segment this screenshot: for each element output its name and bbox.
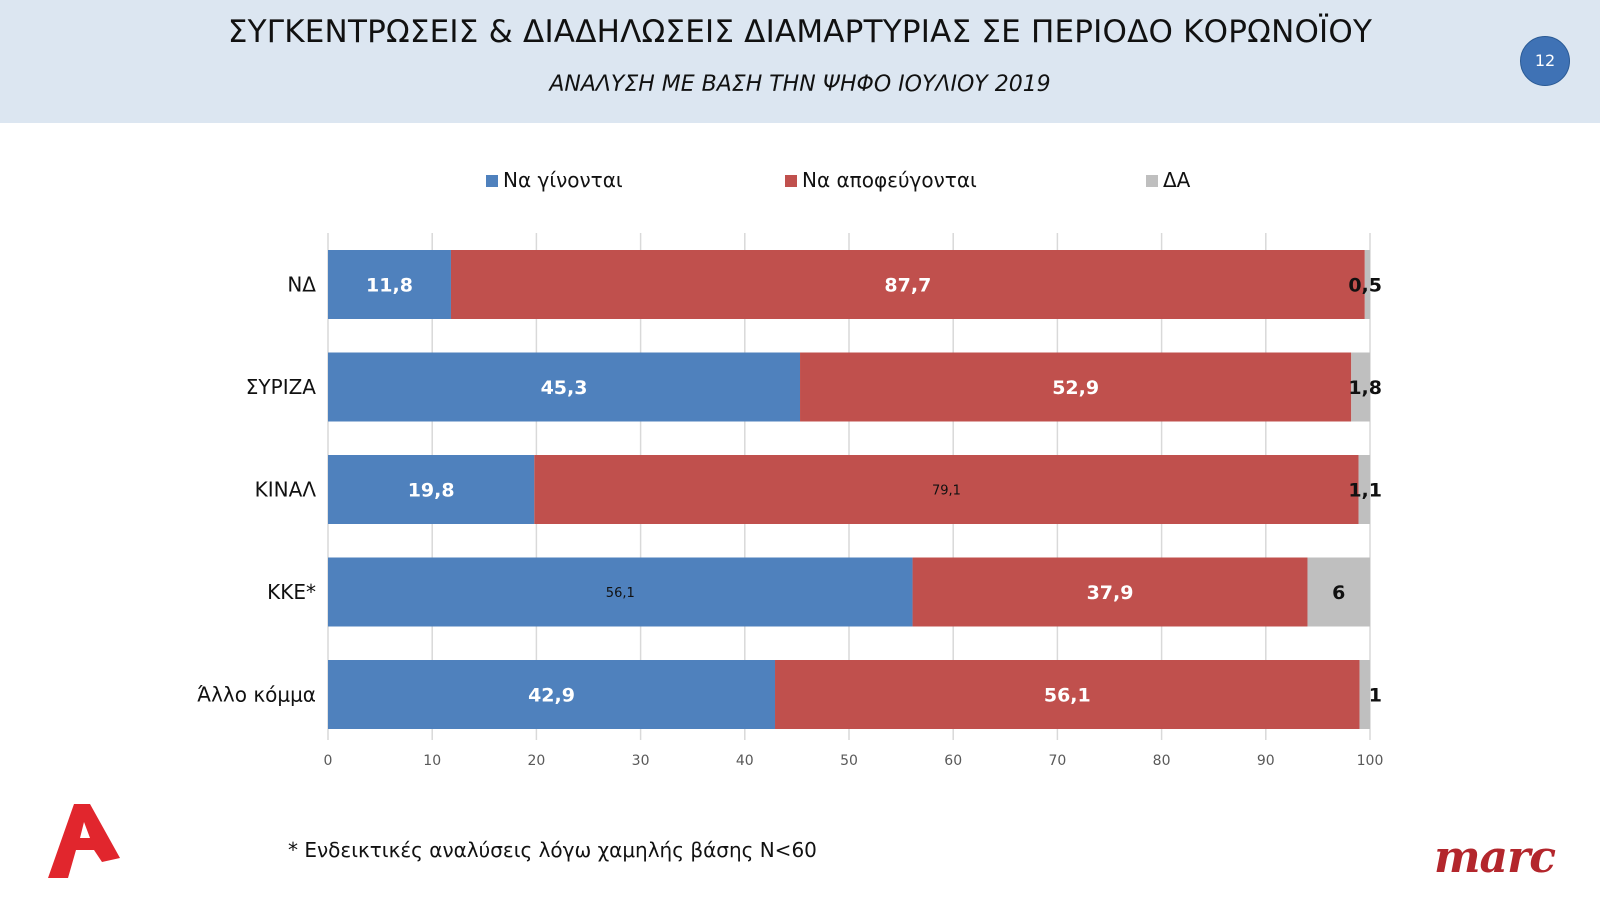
x-tick-label: 20 <box>527 753 545 769</box>
x-tick-label: 90 <box>1257 753 1275 769</box>
bar-segment <box>1364 250 1370 319</box>
stacked-bar-chart: 0 10 20 30 40 50 60 70 80 90 100 Να γίνονται Να αποφ… <box>197 168 1384 769</box>
x-tick-label: 30 <box>632 753 650 769</box>
bar-segment <box>534 455 1359 524</box>
bar-segment <box>1358 455 1370 524</box>
x-tick-label: 40 <box>736 753 754 769</box>
data-label: 1 <box>1369 685 1382 707</box>
legend-label: Να γίνονται <box>503 168 623 192</box>
data-label: 56,1 <box>1044 685 1091 707</box>
data-label: 19,8 <box>408 480 455 502</box>
data-label: 37,9 <box>1087 582 1134 604</box>
bar-segment <box>912 557 1308 627</box>
legend-swatch <box>785 175 797 187</box>
data-label: 52,9 <box>1052 377 1099 399</box>
data-label: 11,8 <box>366 275 413 297</box>
data-label: 1,8 <box>1348 377 1382 399</box>
page-title: ΣΥΓΚΕΝΤΡΩΣΕΙΣ & ΔΙΑΔΗΛΩΣΕΙΣ ΔΙΑΜΑΡΤΥΡΙΑΣ… <box>227 14 1373 50</box>
bar-segment <box>328 250 451 319</box>
bar-segment <box>328 660 776 729</box>
footnote: * Ενδεικτικές αναλύσεις λόγω χαμηλής βάσ… <box>288 838 817 862</box>
category-label: ΚΙΝΑΛ <box>255 478 317 502</box>
bar-segment <box>1359 660 1370 729</box>
bar-segment <box>1351 352 1370 422</box>
bar-segment <box>1307 557 1370 627</box>
alpha-logo <box>44 800 124 884</box>
data-label: 42,9 <box>528 685 575 707</box>
x-tick-label: 60 <box>944 753 962 769</box>
data-label: 1,1 <box>1348 480 1382 502</box>
data-label: 79,1 <box>932 484 961 499</box>
bar-segment <box>328 352 801 422</box>
page-number-badge: 12 <box>1520 36 1570 86</box>
category-label: ΚΚΕ* <box>267 580 316 604</box>
category-label: ΣΥΡΙΖΑ <box>246 375 317 399</box>
legend-swatch <box>1146 175 1158 187</box>
marc-logo: marc <box>1434 832 1556 883</box>
bar-segment <box>800 352 1352 422</box>
bar-segment <box>328 455 535 524</box>
data-label: 6 <box>1332 582 1345 604</box>
x-tick-label: 80 <box>1153 753 1171 769</box>
bar-segment <box>450 250 1365 319</box>
header-band <box>0 0 1600 123</box>
bar-segment <box>328 557 913 627</box>
x-tick-label: 0 <box>324 753 333 769</box>
category-label: Άλλο κόμμα <box>197 683 316 707</box>
data-label: 45,3 <box>541 377 588 399</box>
bar-segment <box>775 660 1360 729</box>
page-subtitle: ΑΝΑΛΥΣΗ ΜΕ ΒΑΣΗ ΤΗΝ ΨΗΦΟ ΙΟΥΛΙΟΥ 2019 <box>549 72 1051 97</box>
x-tick-label: 70 <box>1048 753 1066 769</box>
legend-swatch <box>486 175 498 187</box>
x-tick-label: 100 <box>1357 753 1384 769</box>
x-tick-label: 10 <box>423 753 441 769</box>
legend-label: ΔΑ <box>1163 168 1191 192</box>
legend-label: Να αποφεύγονται <box>802 168 977 192</box>
data-label: 56,1 <box>606 586 635 601</box>
x-tick-label: 50 <box>840 753 858 769</box>
category-label: ΝΔ <box>287 273 316 297</box>
data-label: 0,5 <box>1348 275 1382 297</box>
data-label: 87,7 <box>884 275 931 297</box>
